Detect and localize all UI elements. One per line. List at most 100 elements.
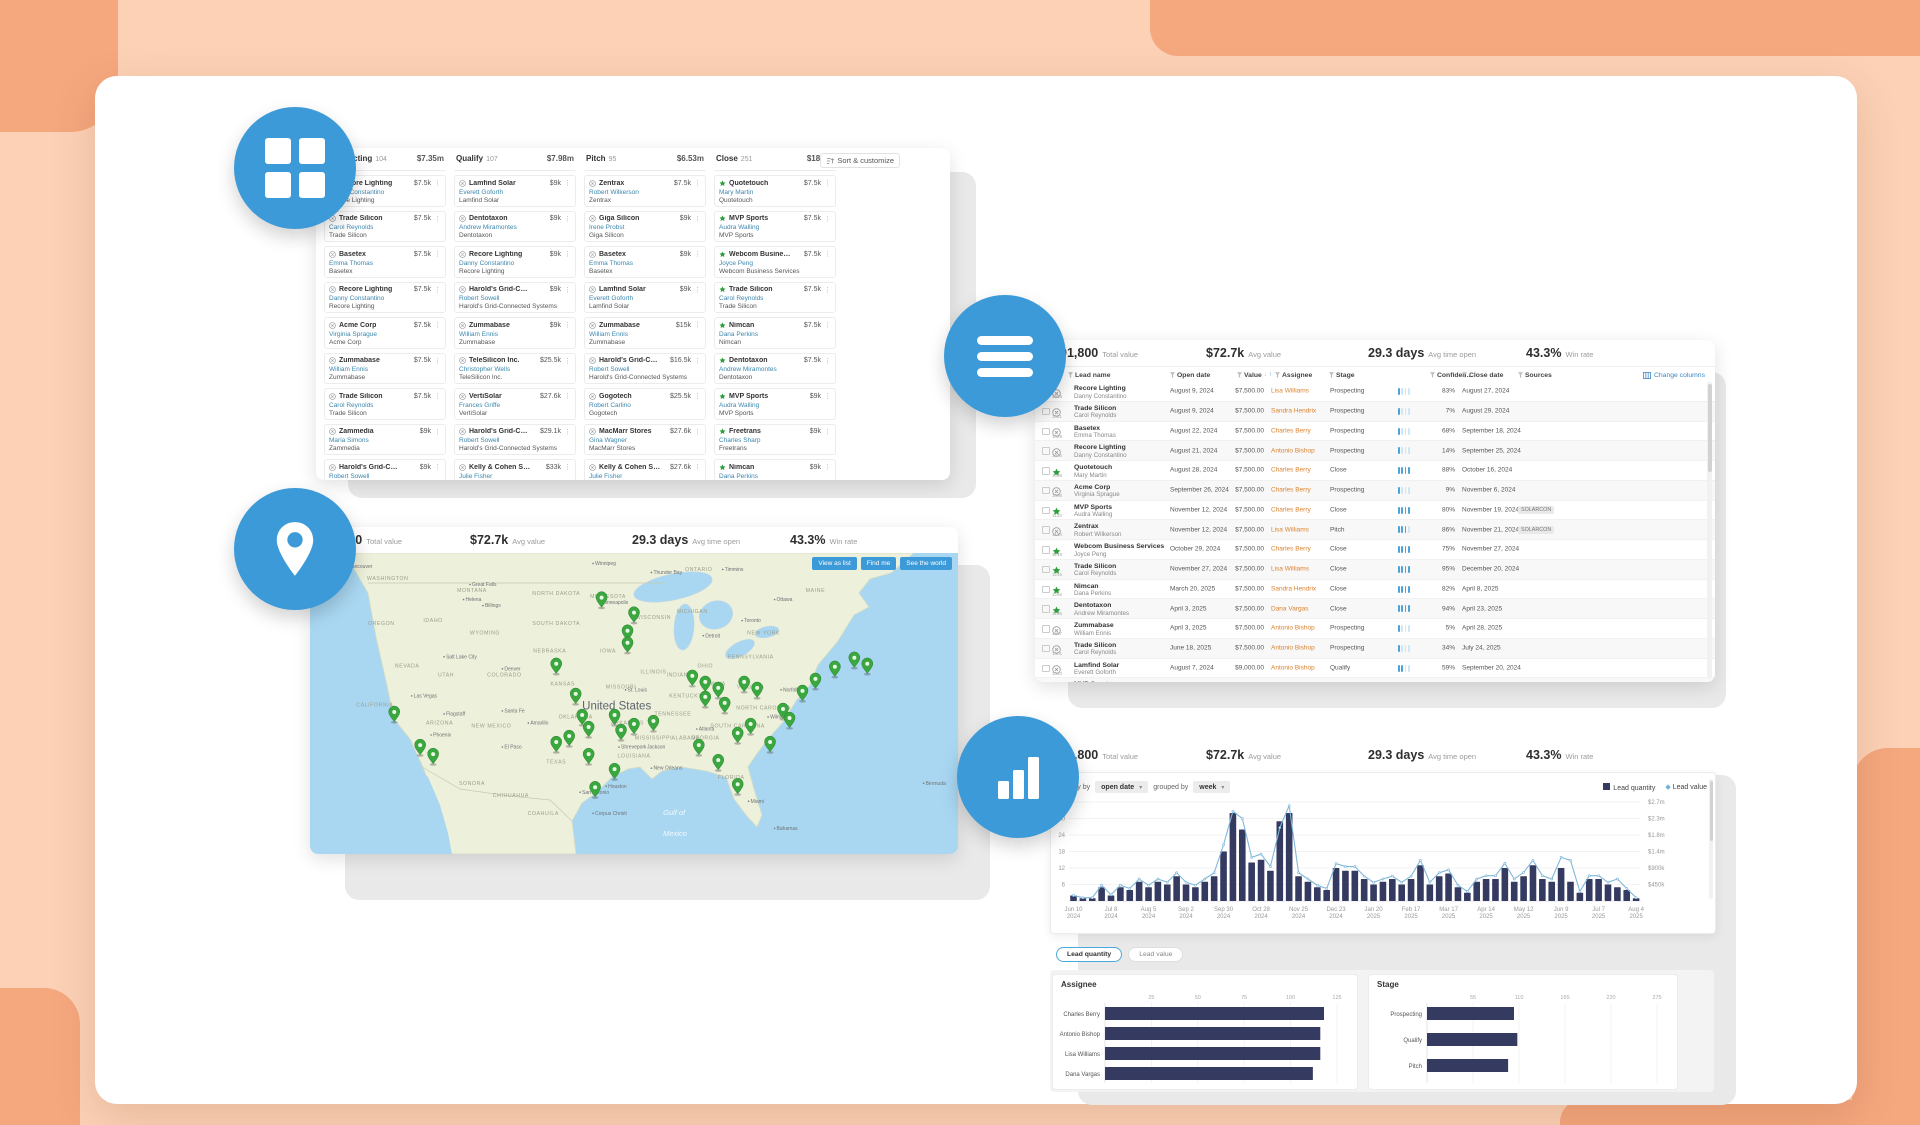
map-pin[interactable] <box>595 591 608 610</box>
lead-quantity-bar[interactable] <box>1623 890 1631 901</box>
kebab-menu-icon[interactable]: ⋮ <box>564 393 571 400</box>
lead-quantity-bar[interactable] <box>1576 892 1584 901</box>
lead-quantity-bar[interactable] <box>1482 879 1490 901</box>
row-checkbox[interactable] <box>1042 506 1050 514</box>
lead-card[interactable]: Webcom Business Ser... $7.5k⋮ Joyce PengWe… <box>714 246 836 278</box>
lead-card-contact[interactable]: Carol Reynolds <box>719 295 764 302</box>
lead-card[interactable]: Trade Silicon $7.5k ⋮ Carol Reynolds Trade S… <box>324 210 446 242</box>
lead-quantity-bar[interactable] <box>1220 851 1227 902</box>
kebab-menu-icon[interactable]: ⋮ <box>564 357 571 365</box>
map-pin[interactable] <box>796 684 809 703</box>
map-pin[interactable] <box>615 723 627 742</box>
row-checkbox[interactable] <box>1042 407 1050 416</box>
lead-card-contact[interactable]: Dana Perkins <box>719 472 759 480</box>
lead-card-contact[interactable]: Audra Walling <box>719 401 760 409</box>
kebab-menu-icon[interactable]: ⋮ <box>434 286 441 294</box>
lead-card-contact[interactable]: Virginia Sprague <box>329 330 377 338</box>
kebab-menu-icon[interactable]: ⋮ <box>824 357 831 365</box>
lead-name[interactable]: Trade Silicon <box>1074 404 1117 412</box>
lead-quantity-bar[interactable] <box>1539 879 1546 901</box>
lead-name[interactable]: Recore Lighting <box>1074 385 1126 392</box>
kebab-menu-icon[interactable]: ⋮ <box>694 393 701 400</box>
lead-card-contact[interactable]: Danny Constantino <box>459 259 515 267</box>
lead-quantity-bar[interactable] <box>1210 876 1218 901</box>
map-pin[interactable] <box>550 657 562 676</box>
lead-card-contact[interactable]: Danny Constantino <box>329 295 385 302</box>
lead-card-contact[interactable]: Robert Sowell <box>329 472 370 480</box>
table-row[interactable]: 1285 Dentotaxon Andrew Miramontes April 3, … <box>1035 599 1715 619</box>
map-pin[interactable] <box>388 705 400 724</box>
kebab-menu-icon[interactable]: ⋮ <box>824 428 831 436</box>
lead-card-contact[interactable]: Robert Wilkerson <box>589 188 639 196</box>
assignee[interactable]: Charles Berry <box>1271 506 1311 514</box>
table-row[interactable]: 1120 MVP Sports Audra Walling November 12, … <box>1035 500 1715 521</box>
col-header-confiden-[interactable]: Confiden... <box>1430 367 1472 383</box>
kebab-menu-icon[interactable]: ⋮ <box>824 251 831 258</box>
map-pin[interactable] <box>582 748 595 766</box>
lead-card[interactable]: Freetrans $9k ⋮ Charles Sharp Freetrans <box>714 423 836 455</box>
table-row[interactable]: 1245 Trade Silicon Carol Reynolds November … <box>1035 559 1715 580</box>
lead-quantity-bar[interactable] <box>1135 881 1143 901</box>
assignee[interactable]: Charles Berry <box>1271 545 1311 553</box>
row-checkbox[interactable] <box>1042 565 1050 574</box>
map-pin[interactable] <box>647 714 660 733</box>
assignee[interactable]: Dana Vargas <box>1271 605 1309 613</box>
row-checkbox[interactable] <box>1042 605 1050 613</box>
toggle-lead-quantity[interactable]: Lead quantity <box>1056 947 1123 962</box>
lead-card-contact[interactable]: Danny Constantino <box>329 188 385 196</box>
lead-quantity-bar[interactable] <box>1614 887 1621 901</box>
lead-card[interactable]: Kelly & Cohen Services $27.6k⋮ Julie Fishe… <box>584 459 706 480</box>
table-row[interactable]: 1045 Recore Lighting Danny Constantino Augu… <box>1035 441 1715 461</box>
col-header-close-date[interactable]: Close date <box>1462 367 1503 383</box>
row-checkbox[interactable] <box>1042 644 1050 653</box>
lead-quantity-bar[interactable] <box>1435 876 1443 901</box>
lead-quantity-bar[interactable] <box>1360 879 1368 901</box>
col-header-lead-name[interactable]: Lead name <box>1068 367 1111 383</box>
table-row[interactable]: 1015 Recore Lighting Danny Constantino Augu… <box>1035 382 1715 402</box>
lead-card-contact[interactable]: Robert Sowell <box>459 295 500 302</box>
lead-card[interactable]: Lamfind Solar $9k ⋮ Everett Goforth Lamfind … <box>454 175 576 207</box>
lead-quantity-bar[interactable] <box>1304 881 1312 901</box>
lead-card-contact[interactable]: Emma Thomas <box>329 259 373 267</box>
map-pin[interactable] <box>783 711 796 730</box>
lead-card-contact[interactable]: Robert Sowell <box>589 366 630 373</box>
lead-card[interactable]: Harold's Grid-Connect... $16.5k⋮ Robert So… <box>584 352 706 384</box>
kebab-menu-icon[interactable]: ⋮ <box>694 251 701 258</box>
lead-name[interactable]: Recore Lighting <box>1074 444 1126 452</box>
lead-quantity-bar[interactable] <box>1501 868 1509 901</box>
lead-card[interactable]: Dentotaxon $7.5k ⋮ Andrew Miramontes Dentota… <box>714 352 836 384</box>
kebab-menu-icon[interactable]: ⋮ <box>824 393 831 400</box>
see-the-world-button[interactable]: See the world <box>900 557 952 570</box>
map-view[interactable]: View as list Find me See the world WASHING… <box>310 553 958 854</box>
kebab-menu-icon[interactable]: ⋮ <box>564 251 571 258</box>
lead-card[interactable]: TeleSilicon Inc. $25.5k ⋮ Christopher Wells… <box>454 352 576 384</box>
assignee[interactable]: Sandra Hendrix <box>1271 585 1317 593</box>
lead-name[interactable]: Webcom Business Services <box>1074 543 1165 550</box>
lead-name[interactable]: Dentotaxon <box>1074 602 1112 610</box>
map-pin[interactable] <box>608 708 621 727</box>
lead-quantity-bar[interactable] <box>1192 887 1199 901</box>
row-checkbox[interactable] <box>1042 467 1050 475</box>
kebab-menu-icon[interactable]: ⋮ <box>564 428 571 436</box>
lead-name[interactable]: MVP Sports <box>1074 503 1113 511</box>
change-columns-button[interactable]: Change columns <box>1643 367 1705 383</box>
lead-quantity-bar[interactable] <box>1285 813 1293 901</box>
map-pin[interactable] <box>731 726 744 745</box>
lead-card[interactable]: MVP Sports $9k ⋮ Audra Walling MVP Sports <box>714 388 836 420</box>
category-bar[interactable] <box>1105 1067 1313 1080</box>
lead-quantity-bar[interactable] <box>1079 898 1087 901</box>
lead-card[interactable]: Harold's Grid-Connect... $29.1k⋮ Robert So… <box>454 423 576 455</box>
map-pin[interactable] <box>589 781 601 799</box>
lead-card[interactable]: Harold's Grid-Connecte... $9k⋮ Robert Sowe… <box>324 459 446 480</box>
lead-card-contact[interactable]: Frances Griffe <box>459 401 501 409</box>
lead-quantity-bar[interactable] <box>1454 887 1462 901</box>
lead-card[interactable]: Recore Lighting $9k ⋮ Danny Constantino Reco… <box>454 246 576 278</box>
lead-name[interactable]: Acme Corp <box>1074 483 1111 491</box>
map-pin[interactable] <box>563 729 575 748</box>
lead-quantity-bar[interactable] <box>1173 876 1180 901</box>
lead-quantity-bar[interactable] <box>1398 884 1405 902</box>
kebab-menu-icon[interactable]: ⋮ <box>694 357 701 365</box>
lead-name[interactable]: Quotetouch <box>1074 464 1113 471</box>
